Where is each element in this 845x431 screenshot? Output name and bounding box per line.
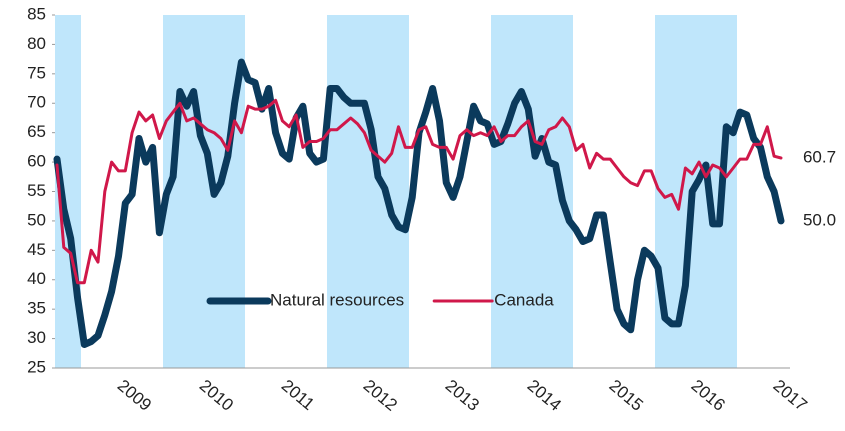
y-tick-label: 40 (27, 269, 46, 288)
x-tick-label: 2012 (360, 376, 401, 415)
y-tick-label: 75 (27, 63, 46, 82)
y-tick-label: 25 (27, 357, 46, 376)
y-tick-label: 45 (27, 240, 46, 259)
y-tick-label: 70 (27, 93, 46, 112)
y-tick-label: 30 (27, 328, 46, 347)
x-tick-label: 2015 (606, 376, 647, 415)
legend-label: Natural resources (270, 290, 404, 309)
x-tick-label: 2011 (278, 376, 318, 414)
y-tick-label: 55 (27, 181, 46, 200)
y-tick-label: 50 (27, 210, 46, 229)
series-line (55, 98, 783, 285)
x-tick-label: 2013 (442, 376, 483, 415)
end-value-label: 50.0 (803, 210, 836, 229)
y-tick-label: 65 (27, 122, 46, 141)
shaded-band (163, 15, 245, 368)
x-tick-label: 2009 (114, 376, 155, 415)
y-tick-label: 85 (27, 4, 46, 23)
x-tick-label: 2017 (770, 376, 811, 415)
y-tick-label: 35 (27, 299, 46, 318)
y-tick-label: 60 (27, 152, 46, 171)
legend-label: Canada (494, 290, 554, 309)
end-value-label: 60.7 (803, 147, 836, 166)
x-tick-label: 2014 (524, 376, 565, 415)
shaded-band (327, 15, 409, 368)
y-tick-label: 80 (27, 34, 46, 53)
x-tick-label: 2010 (196, 376, 237, 415)
x-tick-label: 2016 (688, 376, 729, 415)
